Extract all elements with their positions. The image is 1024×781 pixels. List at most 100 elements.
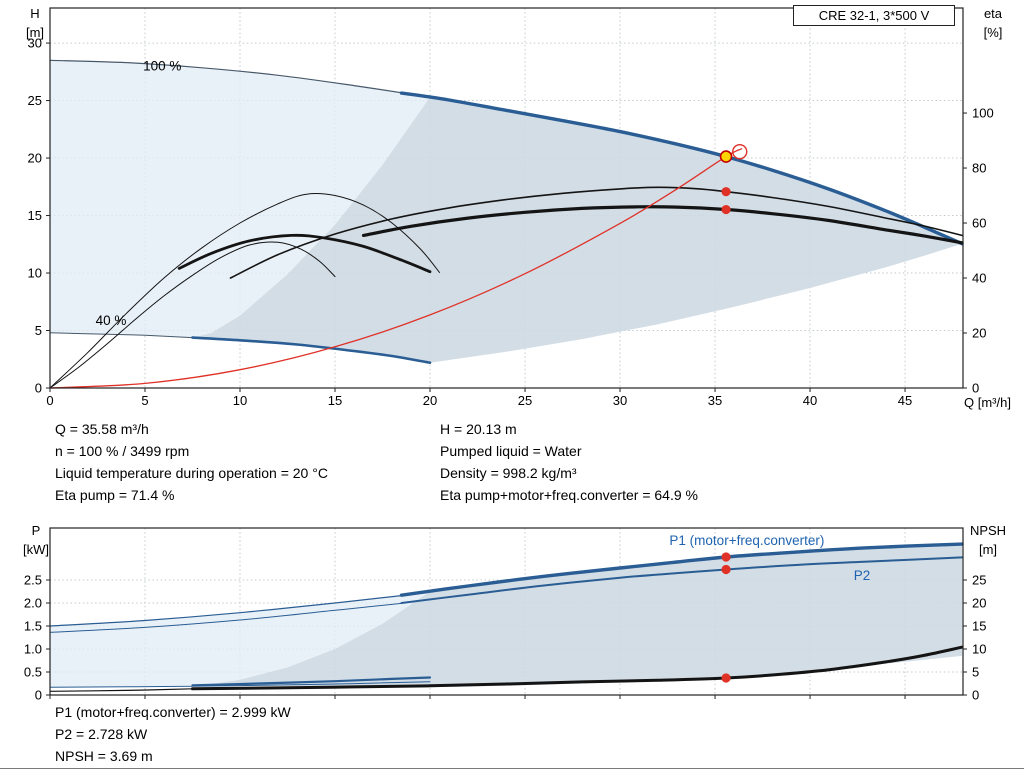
power-range-light: [50, 591, 430, 688]
y-left-tick-label: 15: [28, 208, 42, 223]
min-speed-curve: [191, 336, 432, 364]
p-axis-title-symbol: P: [31, 523, 41, 538]
annotation-line: Pumped liquid = Water: [440, 443, 582, 459]
npsh-axis-title-unit: [m]: [978, 542, 998, 557]
npsh-axis-title: NPSH [m]: [960, 521, 1016, 559]
y-right-tick-label: 100: [972, 106, 994, 121]
duty-point[interactable]: [719, 150, 733, 163]
eta-total-curve: [361, 205, 964, 245]
y-right-tick-label: 60: [972, 216, 986, 231]
p1-curve-label: P1 (motor+freq.converter): [669, 533, 824, 548]
x-tick-label: 10: [233, 393, 247, 408]
axis-ticks: [46, 579, 967, 699]
axis-ticks: [46, 42, 967, 392]
speed-100-label: 100 %: [143, 59, 181, 74]
max-speed-curve-thin: [49, 59, 412, 95]
y-left-tick-label: 1.5: [24, 618, 42, 633]
y-left-tick-label: 25: [28, 93, 42, 108]
pump-model-label: CRE 32-1, 3*500 V: [793, 5, 955, 26]
x-tick-label: 20: [423, 393, 437, 408]
x-tick-label: 30: [613, 393, 627, 408]
eta-pump-point: [721, 187, 731, 197]
annotation-line: Density = 998.2 kg/m³: [440, 465, 577, 481]
y-right-tick-label: 5: [972, 664, 979, 679]
y-right-tick-label: 40: [972, 271, 986, 286]
speed-40-label: 40 %: [96, 313, 127, 328]
annotation-line: H = 20.13 m: [440, 421, 517, 437]
x-tick-label: 40: [803, 393, 817, 408]
y-left-tick-label: 10: [28, 266, 42, 281]
annotation-line: NPSH = 3.69 m: [55, 748, 153, 764]
eta-pump-curve: [229, 186, 963, 279]
annotation-line: n = 100 % / 3499 rpm: [55, 443, 190, 459]
p1-min-curve: [191, 676, 432, 687]
npsh-point: [721, 673, 731, 683]
p2-curve-thin: [49, 602, 402, 633]
duty-annotations-right: H = 20.13 m Pumped liquid = Water Densit…: [440, 418, 698, 506]
h-axis-title-unit: [m]: [25, 25, 45, 40]
y-right-tick-label: 20: [972, 326, 986, 341]
y-left-tick-label: 20: [28, 151, 42, 166]
rated-point-ring: [732, 144, 748, 160]
duty-annotations-left: Q = 35.58 m³/h n = 100 % / 3499 rpm Liqu…: [55, 418, 328, 506]
y-right-tick-label: 0: [972, 381, 979, 396]
control-range-light: [50, 60, 430, 339]
y-left-tick-label: 0: [35, 381, 42, 396]
p2-curve: [400, 556, 963, 604]
eta-arc-duty-thick: [177, 233, 432, 274]
y-right-tick-label: 25: [972, 572, 986, 587]
y-left-tick-label: 2.0: [24, 595, 42, 610]
eta-arc-low-thin: [49, 241, 336, 389]
annotation-line: P1 (motor+freq.converter) = 2.999 kW: [55, 704, 291, 720]
y-left-tick-label: 30: [28, 36, 42, 51]
x-tick-label: 0: [46, 393, 53, 408]
y-right-tick-label: 15: [972, 618, 986, 633]
max-speed-curve: [399, 91, 964, 246]
min-speed-curve-thin: [49, 332, 193, 339]
y-left-tick-label: 0: [35, 688, 42, 703]
y-left-tick-label: 5: [35, 323, 42, 338]
h-axis-title-symbol: H: [30, 6, 40, 21]
plot-frame: [49, 7, 964, 389]
annotation-line: Q = 35.58 m³/h: [55, 421, 149, 437]
x-tick-label: 45: [898, 393, 912, 408]
footer-divider: [0, 768, 1024, 769]
eta-axis-title: eta [%]: [970, 4, 1016, 42]
p2-curve-label: P2: [854, 568, 871, 583]
x-tick-label: 25: [518, 393, 532, 408]
eta-axis-title-symbol: eta: [983, 6, 1003, 21]
x-tick-label: 35: [708, 393, 722, 408]
eta-total-point: [721, 204, 731, 215]
p2-min-curve: [49, 681, 431, 688]
hq-eta-chart: 0 5 10 15 20 25 30 35 40 45 0 5 10 15 20 25 30 0 20 40 60 80 1…: [28, 7, 994, 408]
y-right-tick-label: 0: [972, 688, 979, 703]
annotation-line: Eta pump+motor+freq.converter = 64.9 %: [440, 487, 698, 503]
p2-point: [721, 564, 731, 575]
annotation-line: Liquid temperature during operation = 20…: [55, 465, 328, 481]
p1-curve: [399, 542, 964, 597]
eta-arc-mid-thin: [49, 193, 440, 389]
system-curve: [49, 148, 743, 389]
p-axis-title: P [kW]: [14, 521, 58, 559]
annotation-line: P2 = 2.728 kW: [55, 726, 148, 742]
y-right-tick-label: 80: [972, 161, 986, 176]
q-axis-title: Q [m³/h]: [964, 395, 1011, 410]
npsh-curve-thin: [49, 688, 194, 692]
p-axis-title-unit: [kW]: [23, 542, 49, 557]
y-right-tick-label: 10: [972, 641, 986, 656]
power-annotations: P1 (motor+freq.converter) = 2.999 kW P2 …: [55, 701, 291, 767]
npsh-axis-title-symbol: NPSH: [969, 523, 1007, 538]
x-tick-label: 15: [328, 393, 342, 408]
power-envelope: [192, 544, 962, 688]
p1-point: [721, 552, 731, 562]
power-npsh-chart: 0 0.5 1.0 1.5 2.0 2.5 0 5 10 15 20 25 P1 (motor+freq…: [24, 527, 986, 703]
y-left-tick-label: 0.5: [24, 664, 42, 679]
annotation-line: Eta pump = 71.4 %: [55, 487, 175, 503]
y-left-tick-label: 1.0: [24, 641, 42, 656]
plot-frame: [49, 527, 964, 696]
npsh-curve: [191, 645, 964, 691]
h-axis-title: H [m]: [16, 4, 54, 42]
x-tick-label: 5: [141, 393, 148, 408]
y-left-tick-label: 2.5: [24, 572, 42, 587]
y-right-tick-label: 20: [972, 595, 986, 610]
